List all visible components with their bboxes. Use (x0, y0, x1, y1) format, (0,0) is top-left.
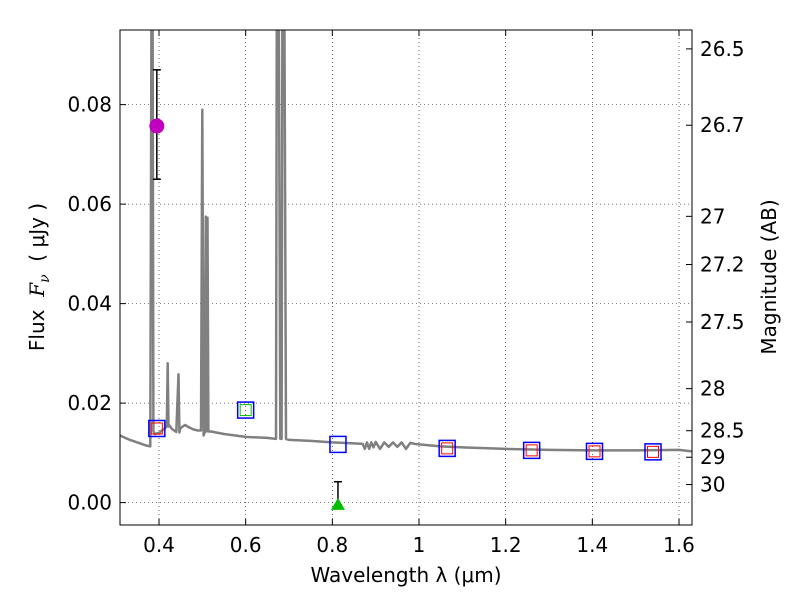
photometry-square (522, 441, 541, 460)
y-axis-label: Flux Fν ( μJy ) (25, 203, 53, 351)
y2-tick-label: 27 (700, 204, 725, 228)
observed-flux-point (149, 118, 165, 134)
photometry-square (644, 443, 662, 461)
y-tick-label: 0.08 (67, 93, 112, 117)
photometry-square (647, 445, 659, 458)
ticks-layer: 0.4 0.6 0.8 1 1.2 1.4 1.6 0.00 0.02 0.04 0.06 0.08 2… (67, 30, 745, 557)
photometry-square (438, 439, 456, 458)
y2-tick-label: 26.5 (700, 37, 745, 61)
y2-tick-label: 26.7 (700, 113, 745, 137)
series-layer (120, 30, 692, 510)
x-tick-label: 1.4 (576, 533, 608, 557)
y-tick-label: 0.00 (67, 491, 112, 515)
x-tick-label: 1 (413, 533, 426, 557)
sed-model-line (120, 30, 692, 453)
y2-tick-label: 27.2 (700, 253, 745, 277)
photometry-square (441, 442, 454, 455)
y2-tick-label: 30 (700, 473, 725, 497)
photometry-square (236, 401, 255, 419)
y2-tick-label: 28.5 (700, 419, 745, 443)
photometry-square (150, 422, 163, 435)
y-tick-label: 0.02 (67, 391, 112, 415)
y2-tick-label: 28 (700, 377, 725, 401)
photometry-square (588, 445, 601, 458)
photometry-square (525, 444, 538, 457)
x-tick-label: 0.6 (230, 533, 262, 557)
y2-axis-label: Magnitude (AB) (757, 199, 781, 354)
y-tick-label: 0.04 (67, 292, 112, 316)
plot-frame (119, 29, 693, 526)
y-tick-label: 0.06 (67, 192, 112, 216)
x-axis-label: Wavelength λ (μm) (310, 563, 501, 587)
x-tick-label: 0.4 (143, 533, 175, 557)
photometry-square (148, 419, 166, 438)
photometry-square (239, 404, 252, 417)
x-tick-label: 1.2 (490, 533, 522, 557)
y2-tick-label: 29 (700, 445, 725, 469)
upper-limit-triangle (330, 497, 345, 510)
x-tick-label: 0.8 (316, 533, 348, 557)
x-tick-label: 1.6 (663, 533, 695, 557)
photometry-square (585, 442, 604, 461)
photometry-square (329, 435, 347, 454)
y2-tick-label: 27.5 (700, 310, 745, 334)
